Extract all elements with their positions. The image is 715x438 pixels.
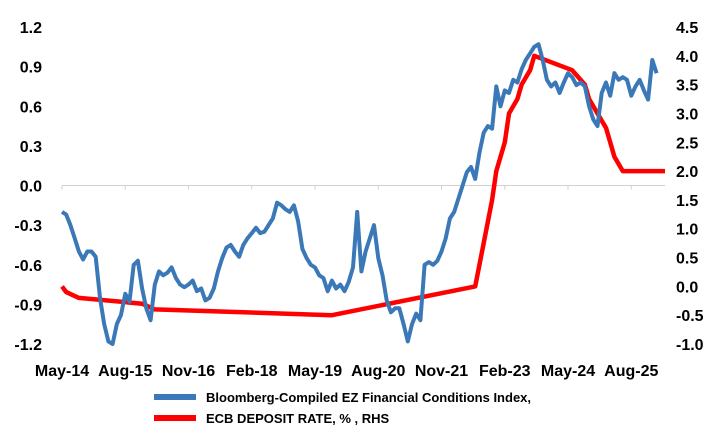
x-tick-label: May-24 xyxy=(541,363,595,380)
y-left-tick-label: -1.2 xyxy=(14,337,42,354)
x-tick-label: Nov-16 xyxy=(162,363,215,380)
y-left-tick-label: -0.3 xyxy=(14,218,42,235)
series-lines xyxy=(60,42,665,346)
y-right-tick-label: -1.0 xyxy=(676,337,704,354)
x-tick-label: Aug-20 xyxy=(351,363,405,380)
legend-label-ecb: ECB DEPOSIT RATE, % , RHS xyxy=(206,411,390,426)
y-left-tick-label: -0.6 xyxy=(14,258,42,275)
y-right-axis-labels: 4.5 4.0 3.5 3.0 2.5 2.0 1.5 1.0 0.5 0.0 -0.5 -1.0 xyxy=(676,20,704,354)
x-tick-label: May-19 xyxy=(288,363,342,380)
x-tick-label: Aug-25 xyxy=(604,363,658,380)
y-left-axis-labels: 1.2 0.9 0.6 0.3 0.0 -0.3 -0.6 -0.9 -1.2 xyxy=(14,20,42,354)
y-right-tick-label: -0.5 xyxy=(676,308,704,325)
y-left-tick-label: -0.9 xyxy=(14,297,42,314)
series-line-financial-conditions-index xyxy=(60,42,659,346)
y-left-tick-label: 0.0 xyxy=(20,179,42,196)
y-right-tick-label: 0.5 xyxy=(676,251,698,268)
series-line-ecb-deposit-rate xyxy=(60,53,665,318)
y-right-tick-label: 2.0 xyxy=(676,164,698,181)
y-right-tick-label: 1.5 xyxy=(676,193,698,210)
legend-label-fci: Bloomberg-Compiled EZ Financial Conditio… xyxy=(206,390,531,405)
y-right-tick-label: 4.0 xyxy=(676,49,698,66)
x-axis-ticks xyxy=(61,185,632,190)
y-left-tick-label: 0.3 xyxy=(20,139,42,156)
y-left-tick-label: 0.6 xyxy=(20,99,42,116)
x-tick-label: Feb-23 xyxy=(479,363,531,380)
y-left-tick-label: 0.9 xyxy=(20,60,42,77)
x-tick-label: Feb-18 xyxy=(226,363,278,380)
y-right-tick-label: 2.5 xyxy=(676,135,698,152)
y-right-tick-label: 0.0 xyxy=(676,279,698,296)
x-tick-label: May-14 xyxy=(35,363,89,380)
x-tick-label: Nov-21 xyxy=(415,363,468,380)
y-right-tick-label: 1.0 xyxy=(676,222,698,239)
y-right-tick-label: 3.5 xyxy=(676,78,698,95)
y-left-tick-label: 1.2 xyxy=(20,20,42,37)
legend: Bloomberg-Compiled EZ Financial Conditio… xyxy=(154,390,531,426)
x-tick-label: Aug-15 xyxy=(98,363,152,380)
y-right-tick-label: 3.0 xyxy=(676,106,698,123)
x-axis-labels: May-14 Aug-15 Nov-16 Feb-18 May-19 Aug-20 Nov-… xyxy=(35,363,659,380)
y-right-tick-label: 4.5 xyxy=(676,20,698,37)
